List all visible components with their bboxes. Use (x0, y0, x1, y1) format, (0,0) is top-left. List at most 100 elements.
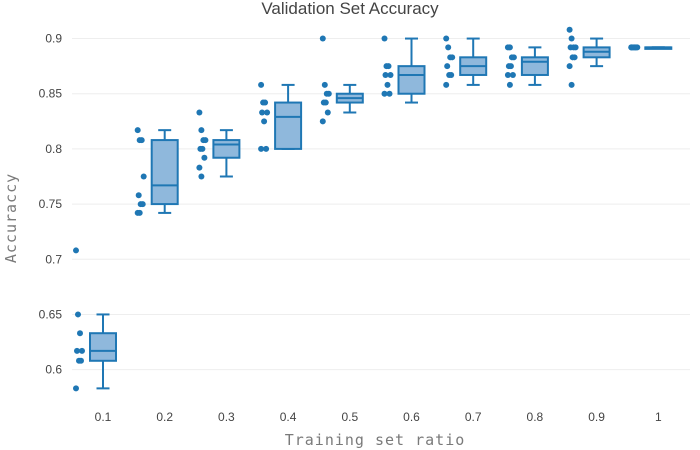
x-tick-label: 0.4 (280, 410, 297, 424)
data-point (443, 35, 450, 42)
data-point (509, 71, 516, 78)
data-point (199, 145, 206, 152)
box-0.2 (134, 127, 179, 216)
data-point (198, 173, 205, 180)
data-point (73, 247, 79, 254)
x-axis-ticks: 0.1 0.2 0.3 0.4 0.5 0.6 0.7 0.8 0.9 1 (95, 410, 662, 424)
y-tick-label: 0.65 (39, 307, 63, 321)
y-tick-label: 0.85 (39, 87, 63, 101)
plot-area (73, 26, 673, 392)
data-point (258, 81, 265, 88)
x-tick-label: 0.9 (588, 410, 605, 424)
data-point (507, 63, 514, 70)
data-point (571, 54, 578, 61)
data-point (506, 44, 513, 51)
data-point (445, 44, 452, 51)
data-point (196, 109, 203, 116)
data-point (566, 26, 573, 33)
box-0.5 (319, 35, 364, 125)
box-0.9 (566, 26, 611, 88)
data-point (319, 35, 326, 42)
data-point (387, 71, 394, 78)
data-point (261, 118, 268, 125)
data-point (263, 145, 270, 152)
data-point (74, 347, 80, 354)
data-point (136, 209, 143, 216)
data-point (633, 44, 640, 51)
data-point (572, 44, 579, 51)
data-point (381, 35, 388, 42)
box-1 (628, 44, 673, 51)
x-tick-label: 0.2 (156, 410, 173, 424)
box-body (520, 56, 549, 76)
y-axis-label: Accuraccy (2, 173, 20, 263)
data-point (567, 44, 574, 51)
data-point (198, 127, 205, 134)
chart-title: Validation Set Accuracy (261, 0, 439, 18)
y-tick-label: 0.8 (45, 142, 62, 156)
box-body (89, 332, 117, 362)
data-point (324, 109, 331, 116)
data-point (448, 71, 455, 78)
data-point (196, 164, 203, 171)
box-0.4 (258, 81, 303, 152)
box-0.1 (73, 247, 117, 392)
data-point (75, 311, 81, 318)
data-point (202, 137, 209, 144)
data-point (258, 145, 265, 152)
x-tick-label: 0.8 (527, 410, 544, 424)
data-point (138, 137, 145, 144)
x-tick-label: 0.3 (218, 410, 235, 424)
data-point (384, 81, 391, 88)
data-point (322, 99, 329, 106)
data-point (568, 35, 575, 42)
y-axis-ticks: 0.6 0.65 0.7 0.75 0.8 0.85 0.9 (39, 32, 63, 377)
data-point (73, 385, 79, 392)
data-point (78, 357, 84, 364)
x-tick-label: 0.6 (403, 410, 420, 424)
data-point (449, 54, 456, 61)
x-tick-label: 1 (655, 410, 662, 424)
data-point (139, 201, 146, 208)
x-axis-label: Training set ratio (285, 431, 466, 449)
data-point (568, 81, 575, 88)
data-point (382, 71, 389, 78)
data-point (506, 81, 513, 88)
data-point (262, 99, 269, 106)
data-point (325, 90, 332, 97)
data-point (510, 54, 517, 61)
data-point (321, 81, 328, 88)
y-tick-label: 0.7 (45, 252, 62, 266)
data-point (140, 173, 147, 180)
data-point (381, 90, 388, 97)
data-point (385, 63, 392, 70)
data-point (443, 81, 450, 88)
box-0.7 (443, 35, 488, 88)
box-0.6 (381, 35, 426, 104)
data-point (201, 154, 208, 161)
box-0.8 (504, 44, 549, 88)
box-body (212, 139, 241, 159)
x-tick-label: 0.5 (341, 410, 358, 424)
data-point (444, 63, 451, 70)
data-point (386, 90, 393, 97)
box-body (274, 101, 303, 150)
y-tick-label: 0.6 (45, 363, 62, 377)
data-point (259, 109, 266, 116)
data-point (264, 109, 271, 116)
x-tick-label: 0.1 (95, 410, 112, 424)
data-point (134, 127, 141, 134)
data-point (566, 63, 573, 70)
x-tick-label: 0.7 (465, 410, 482, 424)
data-point (77, 330, 83, 337)
box-body (150, 139, 179, 206)
data-point (504, 71, 511, 78)
y-tick-label: 0.75 (39, 197, 63, 211)
box-body (397, 65, 426, 95)
data-point (79, 347, 85, 354)
data-point (319, 118, 326, 125)
data-point (628, 44, 635, 51)
data-point (135, 192, 142, 199)
y-tick-label: 0.9 (45, 32, 62, 46)
